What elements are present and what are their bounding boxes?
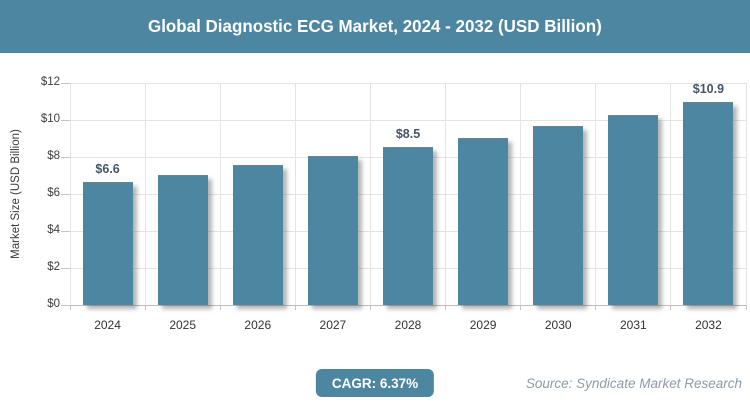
x-axis-tick [294,305,296,310]
bar-value-label: $8.5 [395,126,421,141]
bar-2026 [232,165,283,305]
y-axis-line [69,83,71,305]
bar-2024 [82,181,133,305]
y-tick-label: $8 [47,150,60,162]
y-axis-tick [61,304,70,306]
bar-2029 [458,137,509,305]
x-tick-label: 2027 [319,318,347,332]
y-tick-label: $12 [40,76,60,88]
x-tick-label: 2026 [244,318,272,332]
x-axis-tick [219,305,221,310]
gridline [369,83,371,305]
x-tick-label: 2029 [469,318,497,332]
x-tick-label: 2031 [619,318,647,332]
y-axis-tick [61,156,70,158]
plot-area: $0 $2 $4 $6 $8 $10 $12 $6.6 2024 2025 2026 2027 $8.5… [41,76,747,332]
y-tick-label: $2 [47,261,60,273]
bar-2028 [383,146,433,305]
y-tick-label: $0 [47,298,60,310]
x-axis-tick [670,305,672,310]
y-tick-label: $10 [40,113,60,125]
x-axis-tick [445,305,447,310]
x-axis-tick [520,305,522,310]
x-tick-label: 2032 [695,318,722,332]
y-tick-label: $6 [47,187,60,199]
gridline [745,83,747,305]
bar-value-label: $6.6 [95,161,120,176]
bar-value-label: $10.9 [692,82,725,97]
gridline [445,83,447,305]
gridline [595,83,597,305]
source-text: Source: Syndicate Market Research [525,376,742,391]
x-axis-tick [745,305,747,310]
x-axis-tick [369,305,371,310]
x-tick-label: 2030 [544,318,572,332]
gridline [670,83,672,305]
bar-2030 [533,126,584,305]
chart-title: Global Diagnostic ECG Market, 2024 - 203… [148,16,602,36]
cagr-badge: CAGR: 6.37% [315,369,435,397]
x-axis-line [70,304,746,306]
x-axis-tick [595,305,597,310]
y-axis-tick [61,230,70,232]
y-tick-label: $4 [47,224,60,236]
y-axis-tick [61,193,70,195]
chart-title-bar: Global Diagnostic ECG Market, 2024 - 203… [0,0,750,53]
gridline [70,119,746,121]
gridline [144,83,146,305]
y-axis-tick [61,119,70,121]
gridline [520,83,522,305]
bar-2025 [157,174,208,305]
gridline [70,82,746,84]
y-axis-tick [61,267,70,269]
bar-2032 [683,102,734,305]
bar-2027 [307,156,358,305]
gridline [219,83,221,305]
x-tick-label: 2025 [169,318,197,332]
x-axis-tick [144,305,146,310]
x-tick-label: 2024 [94,318,121,332]
x-axis-tick [69,305,71,310]
gridline [294,83,296,305]
bar-2031 [608,115,659,305]
x-tick-label: 2028 [394,318,422,332]
y-axis-tick [61,82,70,84]
